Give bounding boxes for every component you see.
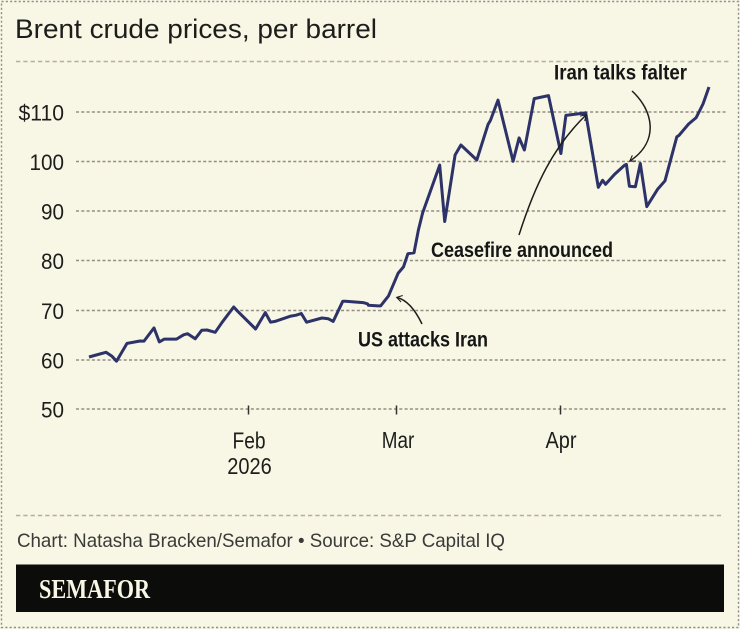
svg-text:50: 50	[41, 397, 64, 422]
svg-text:80: 80	[41, 249, 64, 274]
svg-text:Mar: Mar	[382, 427, 415, 453]
svg-text:Apr: Apr	[546, 427, 577, 453]
svg-text:60: 60	[41, 348, 64, 373]
svg-text:70: 70	[41, 299, 64, 324]
svg-text:Ceasefire announced: Ceasefire announced	[431, 238, 613, 262]
svg-text:US attacks Iran: US attacks Iran	[358, 328, 488, 352]
svg-text:Feb: Feb	[233, 428, 266, 454]
svg-text:100: 100	[30, 150, 65, 175]
svg-text:Iran talks falter: Iran talks falter	[554, 61, 688, 85]
svg-text:Brent crude prices, per barrel: Brent crude prices, per barrel	[15, 14, 377, 44]
svg-text:2026: 2026	[227, 453, 272, 479]
svg-text:90: 90	[41, 199, 64, 224]
svg-text:$110: $110	[19, 100, 65, 125]
svg-text:Chart: Natasha Bracken/Semafor: Chart: Natasha Bracken/Semafor • Source:…	[17, 530, 505, 552]
svg-text:SEMAFOR: SEMAFOR	[39, 574, 150, 604]
